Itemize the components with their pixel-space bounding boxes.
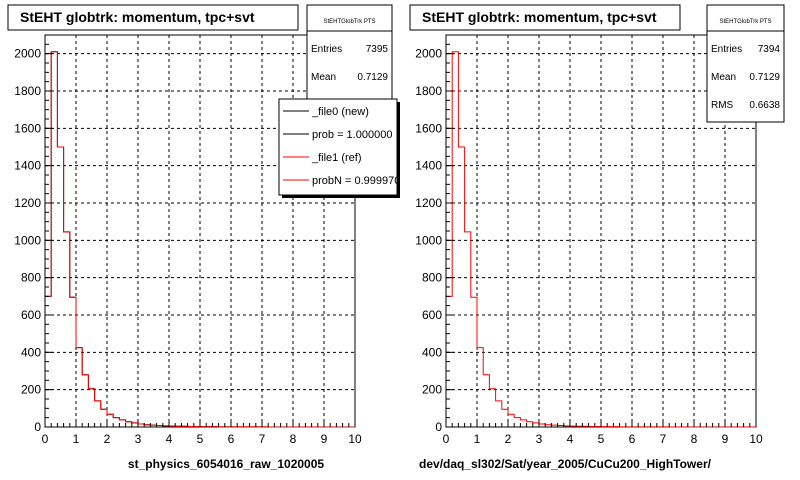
y-tick-label: 1200: [14, 196, 41, 210]
x-tick-label: 2: [104, 432, 111, 446]
x-tick-label: 3: [135, 432, 142, 446]
legend-entry: prob = 1.000000: [312, 129, 392, 141]
x-tick-label: 6: [228, 432, 235, 446]
x-tick-label: 8: [691, 432, 698, 446]
x-axis-label: dev/daq_sl302/Sat/year_2005/CuCu200_High…: [419, 457, 712, 471]
stats-label: Mean: [711, 72, 736, 83]
stats-value: 7395: [366, 44, 389, 55]
y-tick-label: 1200: [415, 196, 442, 210]
x-tick-label: 2: [505, 432, 512, 446]
chart-panel-2: 0 1 2 3 4 5 6 7 8 9 10 0 200 400 600 800 1000 1200 1400 160…: [409, 4, 785, 471]
y-tick-label: 400: [422, 345, 442, 359]
stats-box: [706, 4, 785, 123]
y-tick-label: 1800: [415, 84, 442, 98]
x-tick-label: 7: [660, 432, 667, 446]
x-tick-label: 4: [166, 432, 173, 446]
x-tick-label: 4: [567, 432, 574, 446]
y-tick-label: 600: [422, 308, 442, 322]
y-tick-label: 1400: [14, 159, 41, 173]
stats-label: Entries: [311, 44, 342, 55]
y-tick-label: 400: [21, 345, 41, 359]
stats-header: StEHTGlobTrk PTS: [323, 19, 375, 25]
legend-entry: probN = 0.999970: [312, 175, 400, 187]
chart-title: StEHT globtrk: momentum, tpc+svt: [422, 9, 657, 25]
stats-value: 0.7129: [357, 72, 388, 83]
y-tick-label: 200: [422, 383, 442, 397]
y-tick-label: 1800: [14, 84, 41, 98]
y-tick-label: 1000: [415, 233, 442, 247]
y-tick-label: 200: [21, 383, 41, 397]
stats-label: RMS: [711, 100, 734, 111]
x-tick-label: 3: [536, 432, 543, 446]
stats-header: StEHTGlobTrk PTS: [719, 19, 771, 25]
legend-entry: _file0 (new): [311, 106, 369, 118]
y-tick-label: 2000: [14, 47, 41, 61]
x-tick-label: 7: [259, 432, 266, 446]
legend-entry: _file1 (ref): [311, 152, 362, 164]
y-tick-label: 600: [21, 308, 41, 322]
x-tick-label: 9: [722, 432, 729, 446]
x-axis-label: st_physics_6054016_raw_1020005: [128, 457, 324, 471]
x-tick-label: 9: [321, 432, 328, 446]
y-tick-label: 1600: [14, 121, 41, 135]
x-tick-label: 1: [474, 432, 481, 446]
stats-label: Mean: [311, 72, 336, 83]
x-tick-label: 1: [73, 432, 80, 446]
stats-value: 7394: [758, 44, 781, 55]
y-tick-label: 2000: [415, 47, 442, 61]
stats-label: Entries: [711, 44, 742, 55]
chart-title: StEHT globtrk: momentum, tpc+svt: [20, 9, 255, 25]
y-tick-label: 800: [21, 271, 41, 285]
x-tick-label: 5: [598, 432, 605, 446]
x-tick-label: 10: [348, 432, 362, 446]
y-tick-label: 1400: [415, 159, 442, 173]
title-box: [409, 4, 681, 31]
title-box: [7, 4, 299, 31]
chart-panel-1: 0 1 2 3 4 5 6 7 8 9 10 0 200 400 600 800 1000 1200 1400 160…: [7, 4, 400, 471]
stats-value: 0.6638: [749, 100, 780, 111]
y-tick-label: 1000: [14, 233, 41, 247]
y-tick-label: 0: [34, 420, 41, 434]
x-tick-label: 0: [443, 432, 450, 446]
y-tick-label: 800: [422, 271, 442, 285]
x-tick-label: 5: [197, 432, 204, 446]
y-tick-label: 0: [435, 420, 442, 434]
x-tick-label: 0: [42, 432, 49, 446]
x-tick-label: 10: [749, 432, 763, 446]
legend-box: [278, 98, 398, 196]
legend-entries: _file0 (new) prob = 1.000000 _file1 (ref) p…: [283, 106, 400, 187]
stats-value: 0.7129: [749, 72, 780, 83]
x-tick-label: 8: [290, 432, 297, 446]
y-tick-label: 1600: [415, 121, 442, 135]
x-tick-label: 6: [629, 432, 636, 446]
